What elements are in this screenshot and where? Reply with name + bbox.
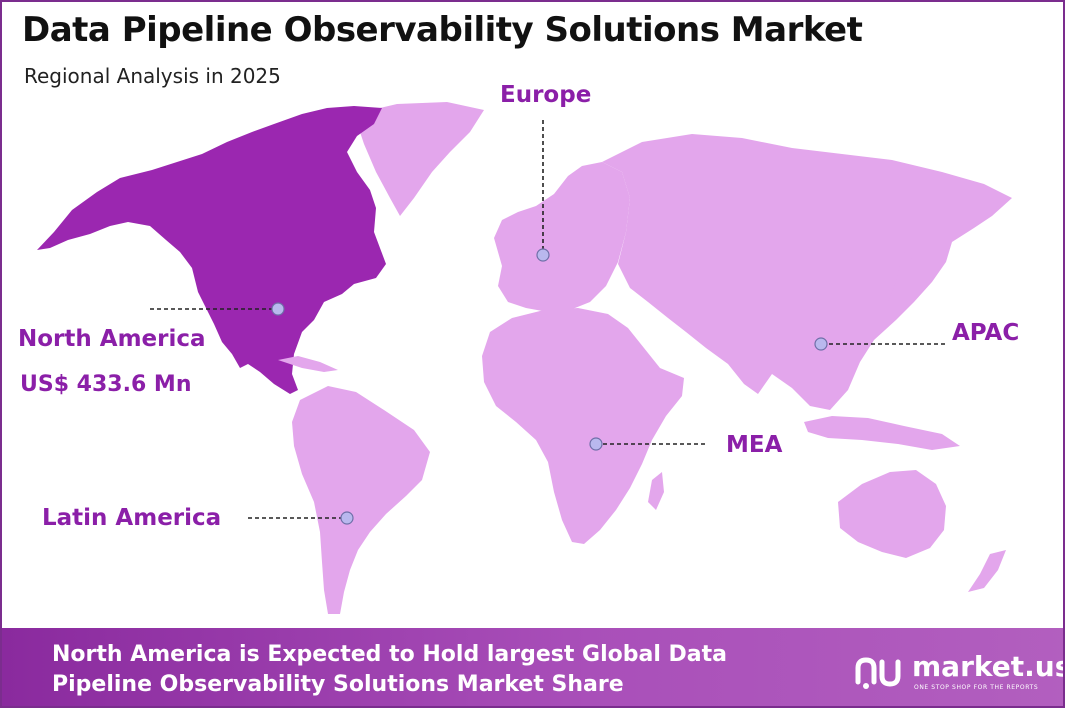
apac-label: APAC — [952, 320, 1020, 346]
latin-america-label: Latin America — [42, 505, 222, 531]
africa-shape[interactable] — [482, 308, 684, 544]
madagascar-shape — [648, 472, 664, 510]
north-america-shape[interactable] — [37, 106, 386, 394]
australia-shape — [838, 470, 946, 558]
north-america-marker-dot-icon[interactable] — [271, 302, 285, 316]
footer-banner: North America is Expected to Hold larges… — [2, 628, 1065, 706]
world-map — [37, 102, 1012, 614]
north-america-label: North America — [18, 326, 206, 352]
apac-marker-dot-icon[interactable] — [814, 337, 828, 351]
north-america-value: US$ 433.6 Mn — [20, 372, 192, 397]
europe-shape[interactable] — [494, 162, 630, 312]
latin-america-marker-dot-icon[interactable] — [340, 511, 354, 525]
mea-label: MEA — [726, 432, 783, 458]
new-zealand-shape — [968, 550, 1006, 592]
page-title: Data Pipeline Observability Solutions Ma… — [22, 10, 863, 50]
europe-marker-dot-icon[interactable] — [536, 248, 550, 262]
japan-shape — [888, 252, 918, 314]
brand-tagline: ONE STOP SHOP FOR THE REPORTS — [914, 684, 1039, 691]
greenland-shape — [354, 102, 484, 216]
brand-name: market.us — [912, 650, 1065, 683]
market-us-logo-icon — [855, 657, 901, 689]
sea-islands-shape — [804, 416, 960, 450]
mea-marker-dot-icon[interactable] — [589, 437, 603, 451]
south-america-shape[interactable] — [292, 386, 430, 614]
caribbean-shape — [278, 356, 338, 372]
footer-text: North America is Expected to Hold larges… — [52, 642, 728, 697]
europe-label: Europe — [500, 82, 592, 108]
page-subtitle: Regional Analysis in 2025 — [24, 64, 281, 88]
asia-shape[interactable] — [602, 134, 1012, 410]
